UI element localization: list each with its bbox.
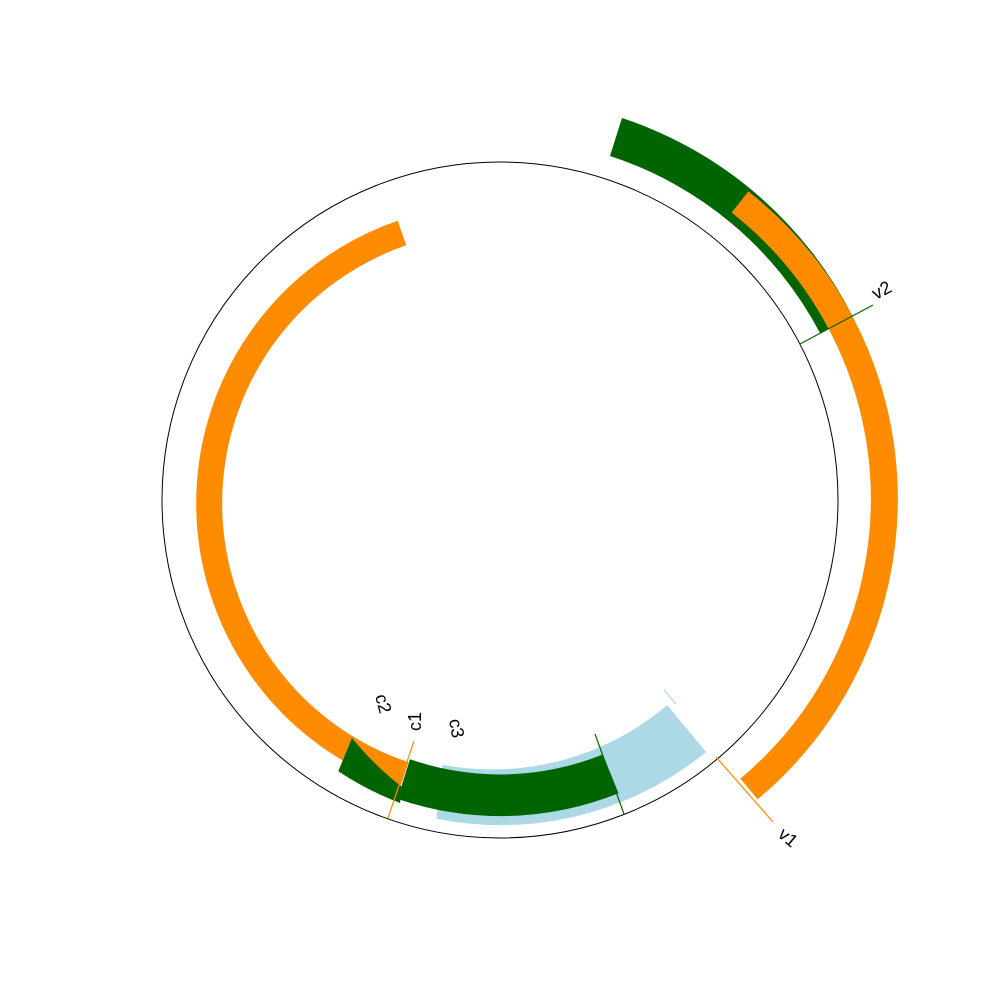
label-c1: c1 xyxy=(405,712,425,731)
tick-c3-top xyxy=(663,689,677,705)
segment-v2-green xyxy=(610,118,853,333)
label-v1: v1 xyxy=(774,824,801,852)
label-c2: c2 xyxy=(371,692,395,716)
label-v2: v2 xyxy=(868,277,894,304)
tick-c1 xyxy=(387,740,415,819)
label-c3: c3 xyxy=(445,717,468,739)
segment-c2-green-thin xyxy=(338,738,402,803)
segment-v1-orange-right xyxy=(731,191,898,800)
reference-circle xyxy=(161,161,839,839)
segment-c1-orange-left xyxy=(196,220,409,787)
tick-green-right xyxy=(594,733,625,815)
segment-green-main xyxy=(397,754,619,817)
tick-v2 xyxy=(799,304,874,345)
tick-v1 xyxy=(715,756,774,823)
